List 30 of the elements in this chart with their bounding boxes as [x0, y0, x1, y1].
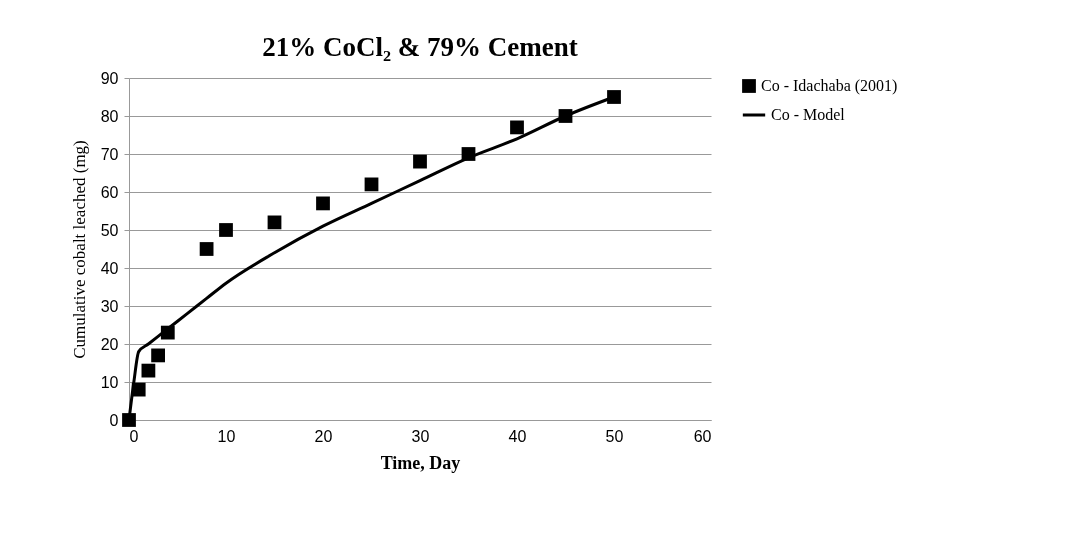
legend-label: Co - Model — [771, 106, 846, 123]
legend-label: Co - Idachaba (2001) — [761, 77, 898, 95]
x-tick-label: 60 — [693, 427, 712, 445]
point — [219, 223, 233, 237]
point — [607, 90, 621, 104]
y-tick-label: 20 — [100, 335, 119, 353]
x-tick-label: 0 — [129, 427, 139, 445]
x-tick-label: 40 — [508, 427, 527, 445]
y-tick-label: 80 — [100, 107, 119, 125]
point — [151, 348, 165, 363]
chart-title: 21% CoCl₂ & 79% Cement — [262, 32, 578, 62]
point — [413, 154, 427, 169]
y-axis-title: Cumulative cobalt leached (mg) — [69, 140, 89, 359]
x-tick-label: 20 — [314, 427, 333, 445]
point — [510, 120, 524, 135]
y-tick-label: 10 — [100, 373, 119, 391]
x-tick-label: 10 — [217, 427, 236, 445]
y-tick-label: 60 — [100, 183, 119, 201]
y-tick-label: 40 — [100, 259, 119, 277]
y-tick-label: 0 — [109, 411, 119, 429]
y-tick-label: 50 — [100, 221, 119, 239]
x-tick-label: 50 — [605, 427, 624, 445]
y-tick-label: 30 — [100, 297, 119, 315]
point — [199, 242, 214, 256]
x-axis-title: Time, Day — [380, 452, 461, 473]
point — [316, 196, 330, 211]
point — [122, 413, 136, 427]
y-tick-label: 90 — [100, 69, 119, 87]
y-tick-label: 70 — [100, 145, 119, 163]
x-tick-label: 30 — [411, 427, 430, 445]
